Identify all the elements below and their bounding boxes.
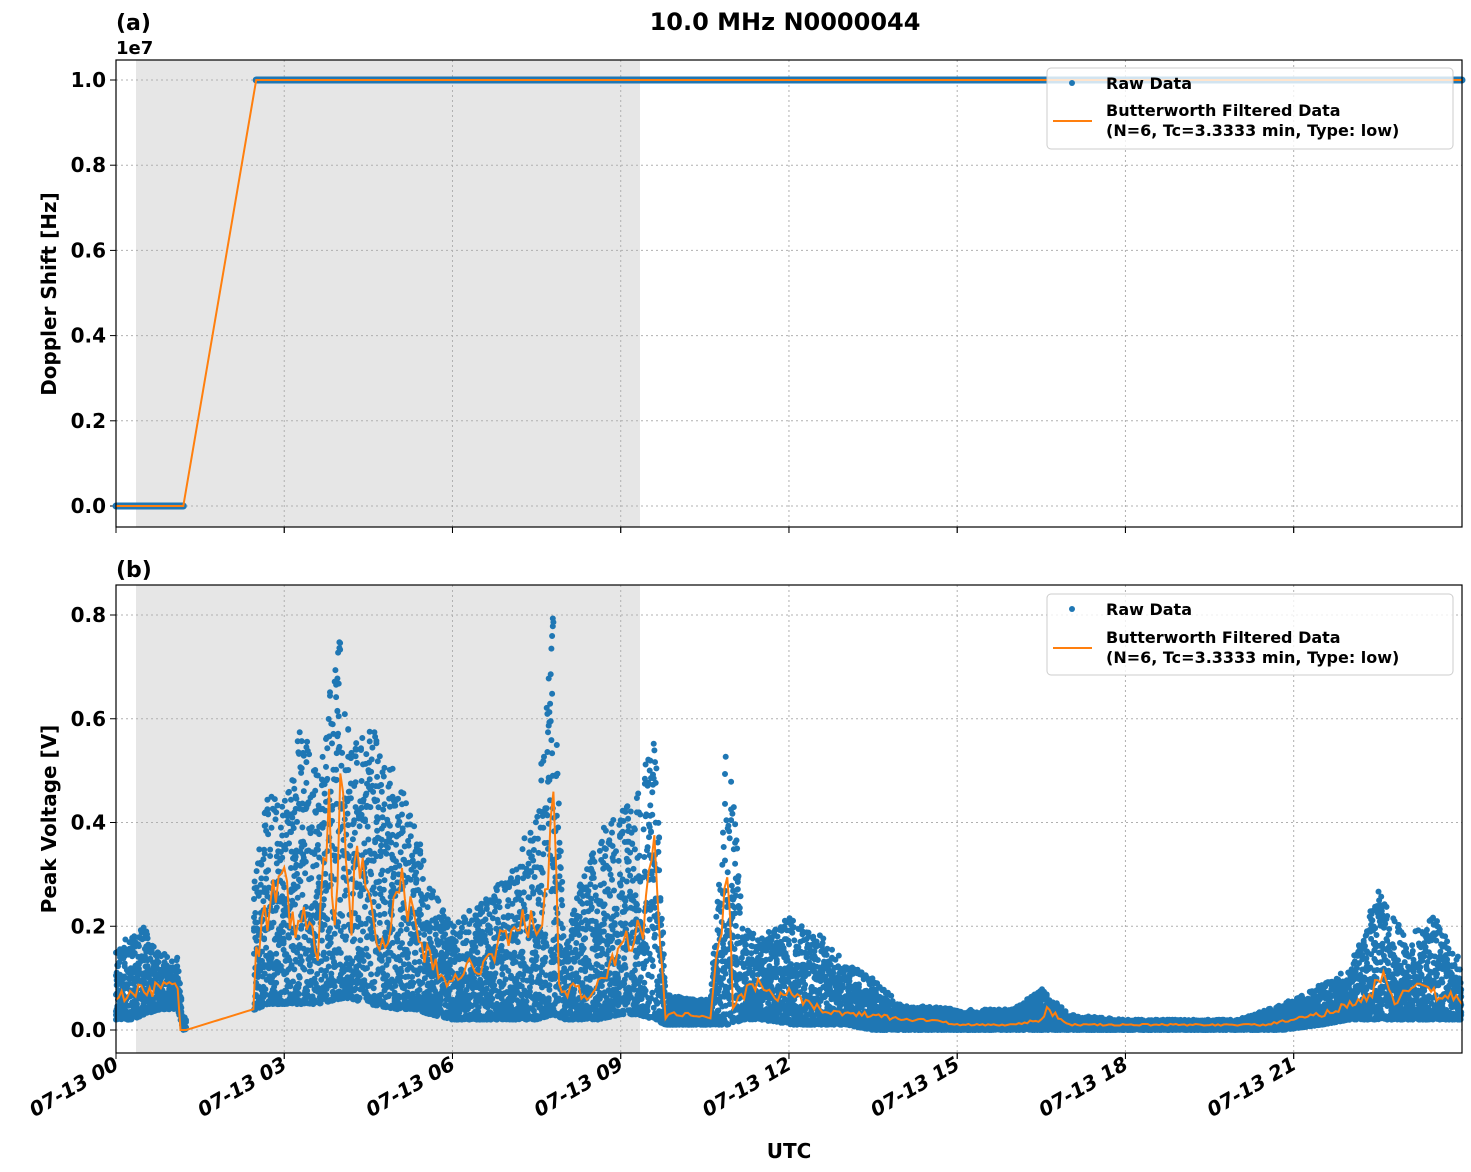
legend-raw-label: Raw Data [1106, 74, 1192, 93]
panel-a-legend: Raw Data Butterworth Filtered Data (N=6, … [1046, 67, 1454, 150]
legend-raw-label: Raw Data [1106, 600, 1192, 619]
y-tick-label: 0.0 [71, 1018, 106, 1042]
panel-a: (a) 1e7 0.0 0.2 0.4 0.6 0.8 1.0 Doppler Shift… [37, 11, 1466, 533]
panel-b-y-ticks: 0.0 0.2 0.4 0.6 0.8 [71, 603, 1295, 1059]
x-tick-label: 07-13 06 [361, 1052, 459, 1122]
y-tick-label: 1.0 [71, 68, 106, 92]
panel-a-shade [136, 60, 640, 527]
y-tick-label: 0.4 [71, 811, 106, 835]
x-tick-label: 07-13 09 [530, 1052, 628, 1122]
panel-a-label: (a) [116, 11, 151, 36]
y-tick-label: 0.8 [71, 603, 106, 627]
y-tick-label: 0.2 [71, 914, 106, 938]
panel-a-offset-text: 1e7 [116, 38, 153, 59]
panel-b-legend: Raw Data Butterworth Filtered Data (N=6, … [1046, 593, 1454, 676]
x-tick-label: 07-13 03 [193, 1052, 291, 1122]
x-axis-ticks: 07-13 00 07-13 03 07-13 06 07-13 09 07-13 12… [25, 1052, 1300, 1122]
x-tick-label: 07-13 12 [698, 1052, 796, 1122]
x-tick-label: 07-13 15 [866, 1052, 964, 1122]
filtered-line [116, 79, 1462, 507]
y-tick-label: 0.2 [71, 409, 106, 433]
raw-data-legend-marker [1069, 80, 1075, 86]
x-axis-label: UTC [767, 1139, 812, 1163]
filtered-line [115, 773, 1463, 1031]
panel-b-ylabel: Peak Voltage [V] [37, 725, 61, 914]
y-tick-label: 0.4 [71, 324, 106, 348]
y-tick-label: 0.6 [71, 707, 106, 731]
panel-b-label: (b) [116, 558, 152, 583]
y-tick-label: 0.0 [71, 494, 106, 518]
panel-a-ylabel: Doppler Shift [Hz] [37, 192, 61, 396]
y-tick-label: 0.8 [71, 153, 106, 177]
x-tick-label: 07-13 18 [1034, 1052, 1132, 1122]
x-tick-label: 07-13 00 [25, 1052, 123, 1122]
legend-filtered-label: Butterworth Filtered Data (N=6, Tc=3.3333… [1106, 628, 1399, 667]
raw-data-legend-marker [1069, 606, 1075, 612]
panel-b: (b) 0.0 0.2 0.4 0.6 0.8 Peak Voltage [V] 07-… [25, 558, 1465, 1163]
panel-a-y-ticks: 0.0 0.2 0.4 0.6 0.8 1.0 [71, 68, 1295, 533]
y-tick-label: 0.6 [71, 238, 106, 262]
figure-title: 10.0 MHz N0000044 [650, 8, 921, 36]
x-tick-label: 07-13 21 [1203, 1052, 1301, 1122]
legend-filtered-label: Butterworth Filtered Data (N=6, Tc=3.3333… [1106, 101, 1399, 140]
panel-a-axes-frame [115, 59, 1463, 528]
